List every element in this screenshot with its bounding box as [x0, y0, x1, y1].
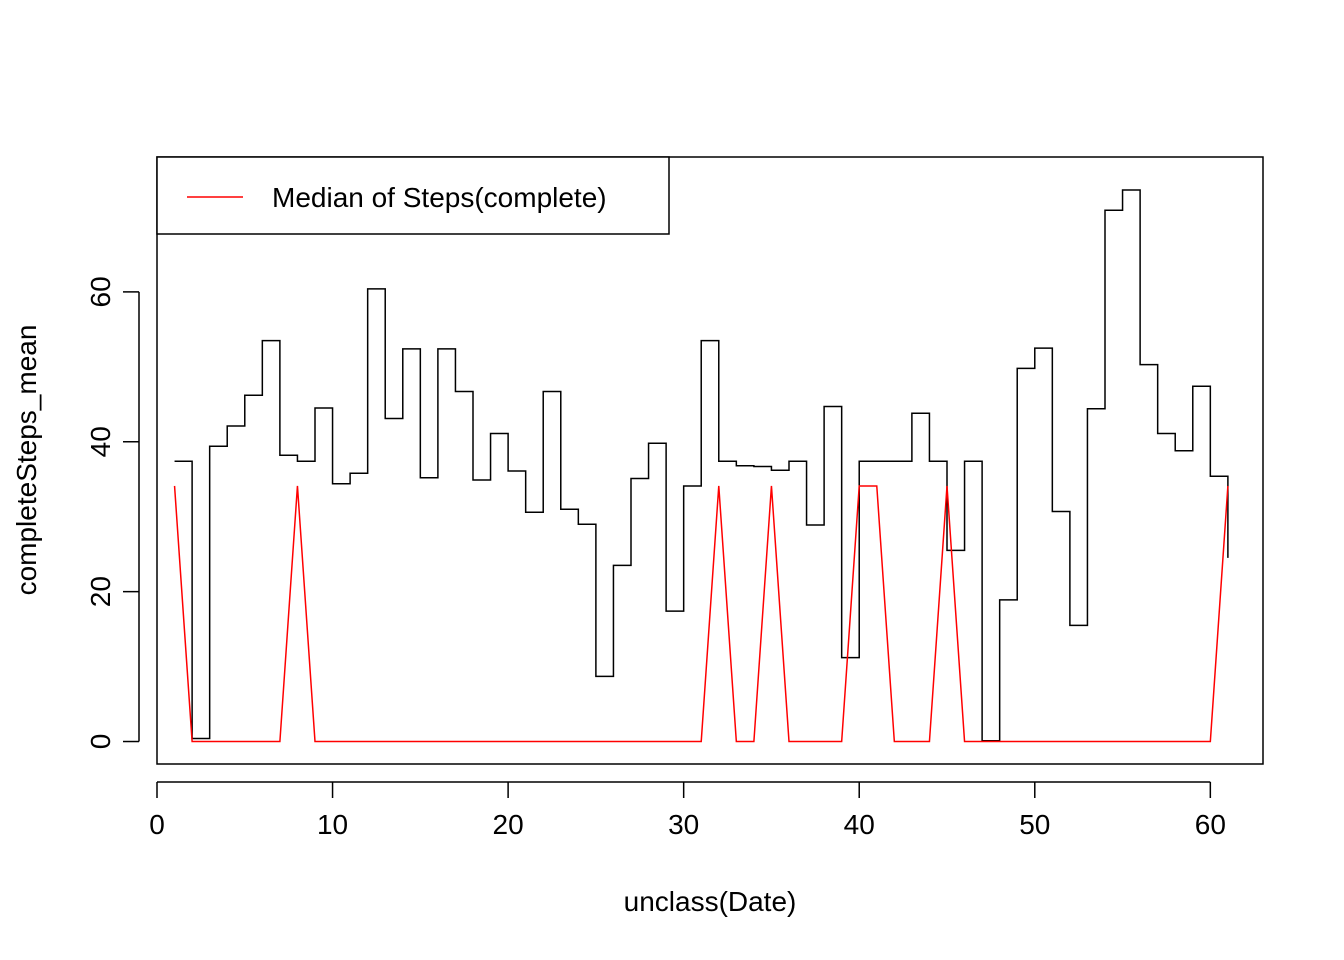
x-tick-label: 20 [493, 809, 524, 840]
x-axis-title: unclass(Date) [624, 886, 797, 917]
x-tick-label: 40 [844, 809, 875, 840]
legend-label: Median of Steps(complete) [272, 182, 607, 213]
y-tick-label: 60 [85, 276, 116, 307]
y-tick-label: 20 [85, 576, 116, 607]
legend-box [156, 156, 670, 235]
x-tick-label: 50 [1019, 809, 1050, 840]
series-layer [173, 189, 1229, 743]
y-axis: 0 20 40 60 [85, 276, 140, 750]
legend: Median of Steps(complete) [156, 156, 670, 235]
x-tick-label: 0 [149, 809, 165, 840]
y-axis-title: completeSteps_mean [11, 325, 42, 596]
series-mean-line [174, 189, 1229, 742]
x-tick-label: 30 [668, 809, 699, 840]
x-tick-label: 10 [317, 809, 348, 840]
y-tick-label: 40 [85, 426, 116, 457]
x-axis: 0 10 20 30 40 50 60 [149, 781, 1226, 840]
series-median-line [173, 485, 1229, 743]
y-tick-label: 0 [85, 734, 116, 750]
x-tick-label: 60 [1195, 809, 1226, 840]
plot-box [156, 156, 1264, 765]
